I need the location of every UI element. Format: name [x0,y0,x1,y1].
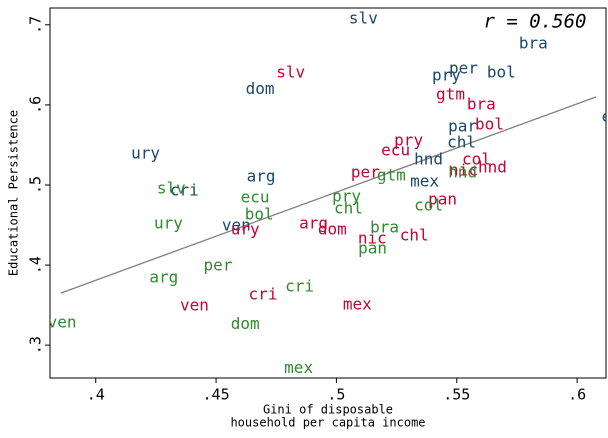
point-label: par [448,116,477,135]
plot-area [49,7,607,379]
point-label: per [351,162,380,181]
point-label: per [204,255,233,274]
plot: slvbraperbolprydomecuparchluryhndargmexc… [48,8,608,377]
point-label: mex [410,171,439,190]
point-label: ury [231,219,260,238]
point-label: ecu [241,187,270,206]
x-tick-label: .55 [443,386,470,404]
point-label: slv [349,8,378,27]
point-label: hnd [448,162,477,181]
point-label: ury [131,143,160,162]
point-label: cri [249,285,278,304]
point-label: nic [449,160,478,179]
point-label: pan [428,190,457,209]
point-label: pry [432,66,461,85]
point-label: arg [299,214,328,233]
point-label: dom [318,219,347,238]
x-axis-title: Gini of disposable [263,403,393,417]
x-tick-label: .4 [87,386,105,404]
point-label: ecu [381,140,410,159]
point-label: pan [358,239,387,258]
point-label: pry [332,187,361,206]
y-tick-label: .6 [27,96,45,114]
fit-line [60,96,597,294]
point-label: mex [284,358,313,377]
annotation: r = 0.560 [484,11,587,33]
point-label: hnd [414,150,443,169]
point-label: arg [247,166,276,185]
point-label: bol [487,62,516,81]
point-label: col [414,195,443,214]
point-label: ecu [602,107,608,126]
y-tick-label: .7 [27,16,45,34]
x-tick-label: .5 [327,386,345,404]
point-label: bol [245,205,274,224]
point-label: dom [246,79,275,98]
point-label: ven [222,215,251,234]
y-axis-title: Educational Persistence [7,110,21,276]
x-tick-label: .6 [568,386,586,404]
x-axis-title: household per capita income [230,416,425,430]
y-tick-label: .4 [27,256,45,274]
point-label: dom [231,314,260,333]
y-tick-label: .3 [27,336,45,354]
point-label: mex [343,295,372,314]
point-label: ven [180,295,209,314]
point-label: bra [519,34,548,53]
point-label: chl [400,226,429,245]
point-label: slv [276,62,305,81]
point-label: pry [394,130,423,149]
point-label: hnd [478,158,507,177]
point-label: arg [149,267,178,286]
point-label: per [449,58,478,77]
point-label: slv [157,178,186,197]
point-label: gtm [377,166,406,185]
point-label: col [462,150,491,169]
point-label: gtm [436,84,465,103]
point-label: cri [170,180,199,199]
point-label: bol [475,114,504,133]
point-label: bra [467,94,496,113]
point-label: nic [358,229,387,248]
x-tick-label: .45 [203,386,230,404]
point-label: cri [285,277,314,296]
point-label: chl [447,132,476,151]
point-label: bra [370,218,399,237]
point-label: ury [154,214,183,233]
y-tick-label: .5 [27,176,45,194]
point-label: chl [334,199,363,218]
point-label: ven [48,313,77,332]
